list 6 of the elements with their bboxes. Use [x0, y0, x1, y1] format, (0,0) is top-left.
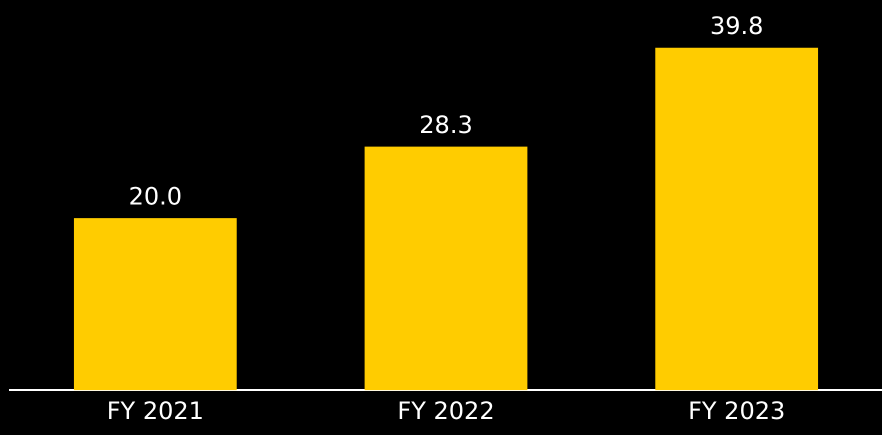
data-label: 39.8: [710, 12, 764, 40]
data-label: 28.3: [419, 110, 473, 139]
x-tick-label: FY 2021: [106, 396, 204, 425]
x-tick-label: FY 2022: [397, 396, 495, 425]
data-label: 20.0: [128, 182, 182, 210]
x-tick-label: FY 2023: [688, 396, 786, 425]
